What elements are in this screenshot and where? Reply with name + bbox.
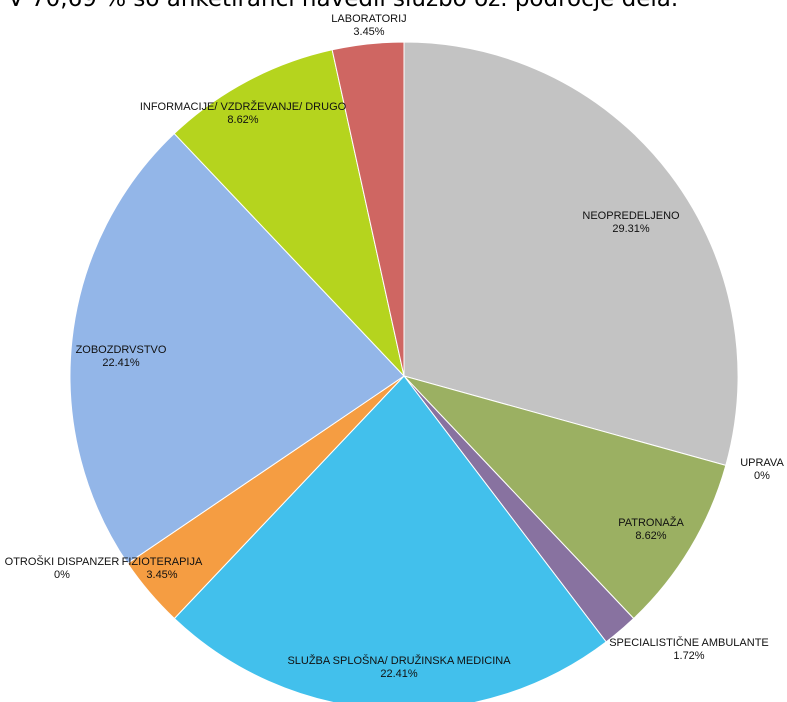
pie-slice-patrona-a xyxy=(402,375,727,620)
slice-percent-otro-ki-dispanzer: 0% xyxy=(54,569,70,581)
slice-percent-laboratorij: 3.45% xyxy=(353,26,384,38)
pie-slice-slu-ba-splo-na-dru-inska-medicina xyxy=(173,375,607,702)
pie-slice-neopredeljeno xyxy=(403,41,739,467)
slice-label-laboratorij: LABORATORIJ xyxy=(331,13,406,25)
slice-percent-fizioterapija: 3.45% xyxy=(146,569,177,581)
slice-label-neopredeljeno: NEOPREDELJENO xyxy=(582,210,680,222)
slice-percent-informacije-vzdr-evanje-drugo: 8.62% xyxy=(227,114,258,126)
slice-percent-slu-ba-splo-na-dru-inska-medicina: 22.41% xyxy=(380,668,418,680)
slice-label-patrona-a: PATRONAŽA xyxy=(618,516,684,529)
slice-label-fizioterapija: FIZIOTERAPIJA xyxy=(122,556,203,568)
slice-label-informacije-vzdr-evanje-drugo: INFORMACIJE/ VZDRŽEVANJE/ DRUGO xyxy=(140,100,347,113)
slice-label-otro-ki-dispanzer: OTROŠKI DISPANZER xyxy=(5,555,120,568)
slice-percent-neopredeljeno: 29.31% xyxy=(612,223,650,235)
slice-percent-uprava: 0% xyxy=(754,470,770,482)
pie-slice-informacije-vzdr-evanje-drugo xyxy=(173,49,405,378)
slice-percent-specialisti-ne-ambulante: 1.72% xyxy=(673,650,704,662)
page-caption: V 70,69 % so anketiranci navedli službo … xyxy=(0,0,787,26)
slice-label-uprava: UPRAVA xyxy=(740,457,784,469)
slice-label-specialisti-ne-ambulante: SPECIALISTIČNE AMBULANTE xyxy=(609,636,769,649)
pie-slice-laboratorij xyxy=(331,41,405,377)
slice-label-zobozdrvstvo: ZOBOZDRVSTVO xyxy=(76,344,167,356)
slice-percent-patrona-a: 8.62% xyxy=(635,530,666,542)
pie-slice-zobozdrvstvo xyxy=(69,132,405,565)
slice-label-slu-ba-splo-na-dru-inska-medicina: SLUŽBA SPLOŠNA/ DRUŽINSKA MEDICINA xyxy=(287,654,511,667)
slice-percent-zobozdrvstvo: 22.41% xyxy=(102,357,140,369)
